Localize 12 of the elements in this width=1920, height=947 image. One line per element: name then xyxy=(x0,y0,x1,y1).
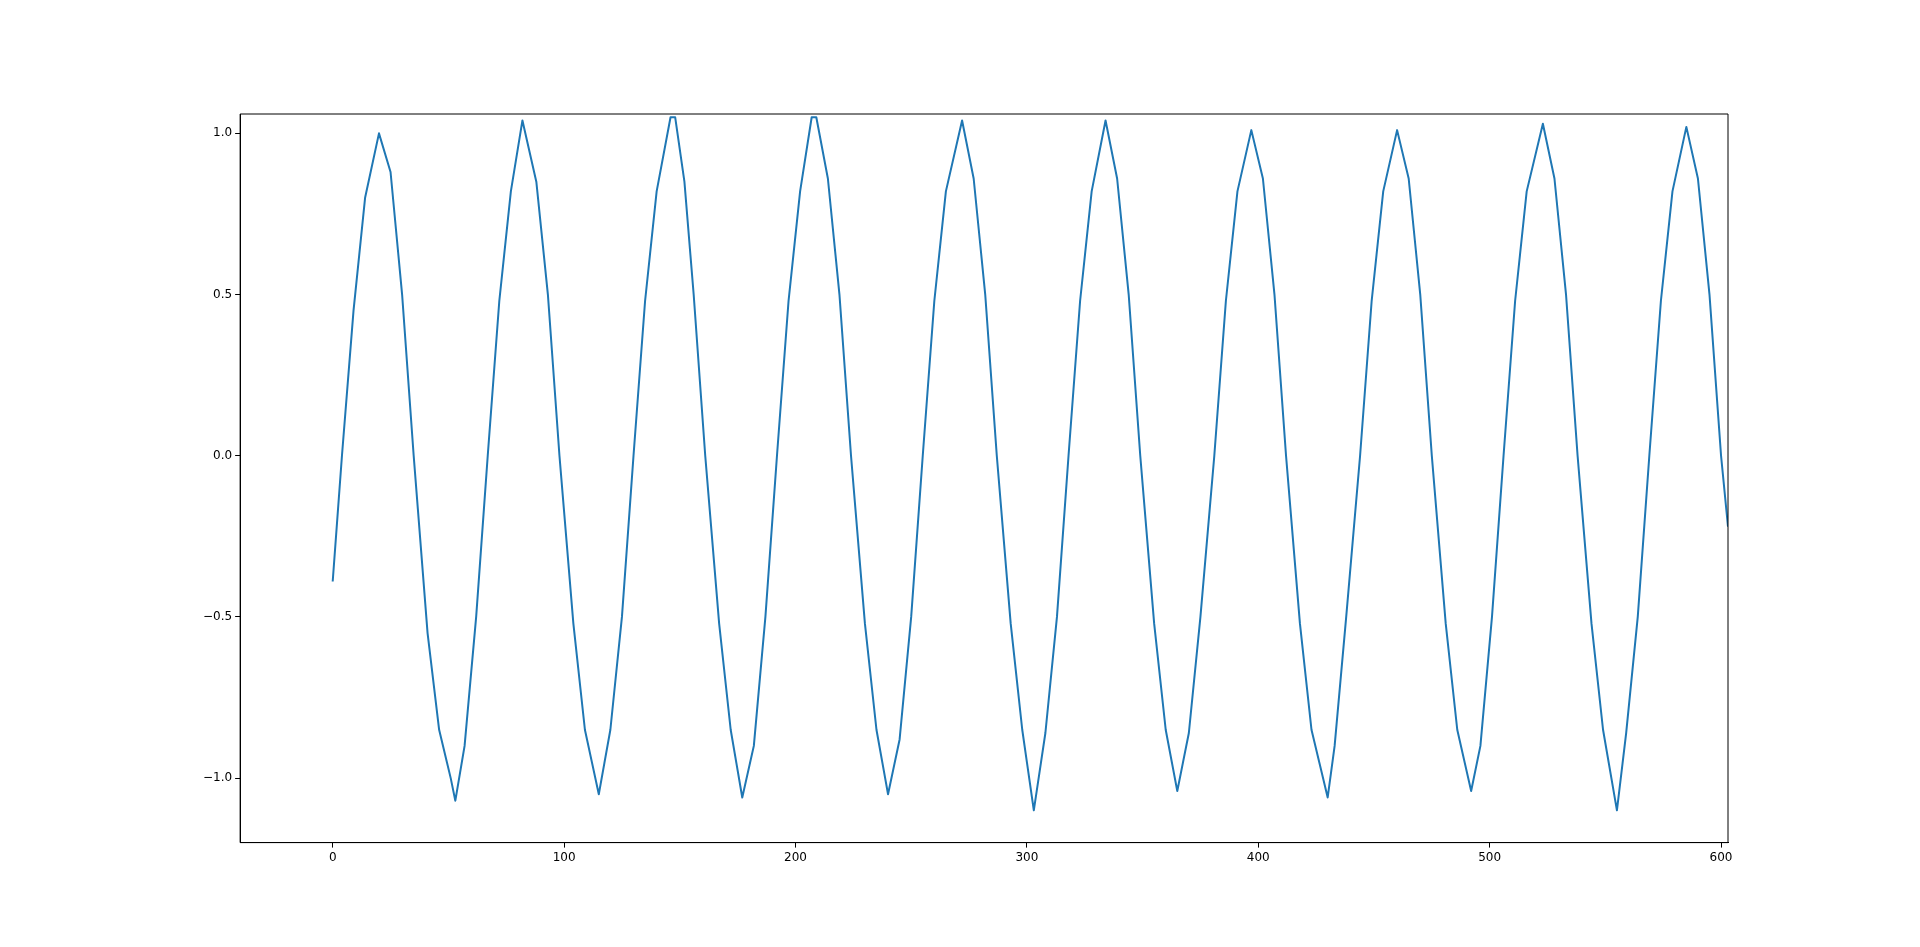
y-tick-label: −1.0 xyxy=(203,770,233,785)
x-tick-label: 100 xyxy=(552,849,576,864)
x-tick-label: 200 xyxy=(784,849,807,864)
y-tick-label: 1.0 xyxy=(213,125,233,140)
x-tick-label: 0 xyxy=(328,849,337,864)
y-tick-label: 0.0 xyxy=(213,447,233,462)
y-tick-label: 0.5 xyxy=(213,286,233,301)
x-tick-label: 300 xyxy=(1015,849,1039,864)
x-tick-label: 600 xyxy=(1709,849,1733,864)
x-tick-label: 500 xyxy=(1478,849,1502,864)
x-tick-label: 400 xyxy=(1246,849,1270,864)
y-tick-label: −0.5 xyxy=(203,609,233,624)
